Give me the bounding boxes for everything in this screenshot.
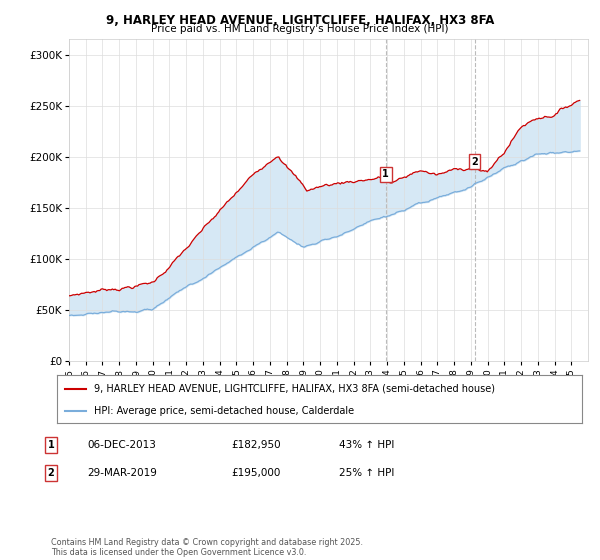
Text: £195,000: £195,000 — [231, 468, 280, 478]
Text: 2: 2 — [471, 157, 478, 167]
Text: 9, HARLEY HEAD AVENUE, LIGHTCLIFFE, HALIFAX, HX3 8FA: 9, HARLEY HEAD AVENUE, LIGHTCLIFFE, HALI… — [106, 14, 494, 27]
Text: Contains HM Land Registry data © Crown copyright and database right 2025.
This d: Contains HM Land Registry data © Crown c… — [51, 538, 363, 557]
Text: HPI: Average price, semi-detached house, Calderdale: HPI: Average price, semi-detached house,… — [94, 406, 354, 416]
Text: 1: 1 — [47, 440, 55, 450]
Text: £182,950: £182,950 — [231, 440, 281, 450]
Text: 43% ↑ HPI: 43% ↑ HPI — [339, 440, 394, 450]
Text: 29-MAR-2019: 29-MAR-2019 — [87, 468, 157, 478]
Text: 1: 1 — [382, 169, 389, 179]
Text: Price paid vs. HM Land Registry's House Price Index (HPI): Price paid vs. HM Land Registry's House … — [151, 24, 449, 34]
Text: 9, HARLEY HEAD AVENUE, LIGHTCLIFFE, HALIFAX, HX3 8FA (semi-detached house): 9, HARLEY HEAD AVENUE, LIGHTCLIFFE, HALI… — [94, 384, 495, 394]
Text: 2: 2 — [47, 468, 55, 478]
Text: 06-DEC-2013: 06-DEC-2013 — [87, 440, 156, 450]
Text: 25% ↑ HPI: 25% ↑ HPI — [339, 468, 394, 478]
